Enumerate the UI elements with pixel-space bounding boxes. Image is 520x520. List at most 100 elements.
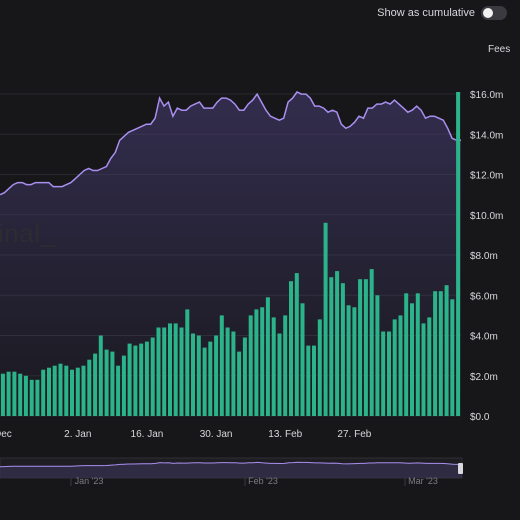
x-tick-label: 30. Jan xyxy=(200,429,233,440)
bar xyxy=(352,307,357,416)
area-fill xyxy=(0,92,461,416)
bar xyxy=(329,277,334,416)
navigator-line xyxy=(0,461,462,468)
bar xyxy=(191,333,195,416)
bar xyxy=(277,333,282,416)
y-tick-label: $8.0m xyxy=(470,251,498,262)
bar xyxy=(444,285,449,416)
bar xyxy=(404,293,409,416)
bar xyxy=(438,291,443,416)
bar xyxy=(81,365,86,416)
navigator-label: Mar '23 xyxy=(408,476,438,486)
y-tick-label: $12.0m xyxy=(470,171,503,182)
cumulative-toggle-label: Show as cumulative xyxy=(377,7,475,19)
bar xyxy=(75,367,80,416)
navigator-handle[interactable] xyxy=(458,463,463,474)
bar xyxy=(283,315,288,416)
bar xyxy=(116,365,121,416)
bar xyxy=(196,335,201,416)
x-tick-label: Dec xyxy=(0,429,12,440)
bar xyxy=(260,307,265,416)
bar xyxy=(23,375,28,416)
y-tick-label: $6.0m xyxy=(470,291,498,302)
toggle-knob xyxy=(483,8,493,18)
bar xyxy=(58,363,63,416)
navigator-label: Jan '23 xyxy=(75,476,104,486)
bar xyxy=(104,349,109,416)
y-tick-label: $4.0m xyxy=(470,332,498,343)
bar xyxy=(156,327,161,416)
bar xyxy=(64,365,69,416)
y-tick-label: $16.0m xyxy=(470,90,503,101)
bar xyxy=(254,309,259,416)
bar xyxy=(35,379,40,416)
bar xyxy=(300,303,305,416)
bar xyxy=(29,379,34,416)
x-tick-label: 16. Jan xyxy=(131,429,164,440)
series-line xyxy=(0,91,461,196)
bar xyxy=(346,305,351,416)
bar xyxy=(52,365,57,416)
y-tick-label: $10.0m xyxy=(470,211,503,222)
bar xyxy=(421,323,426,416)
bar xyxy=(427,317,432,416)
bar xyxy=(410,303,414,416)
bar xyxy=(18,373,23,416)
navigator-area xyxy=(0,462,462,478)
bar xyxy=(358,279,363,416)
cumulative-toggle-switch[interactable] xyxy=(481,6,507,20)
bar xyxy=(168,323,172,416)
bar xyxy=(127,343,132,416)
cumulative-toggle-row[interactable]: Show as cumulative xyxy=(377,6,507,20)
bar xyxy=(179,327,184,416)
bar xyxy=(12,371,17,416)
bar xyxy=(456,92,461,416)
bar xyxy=(415,293,420,416)
bar xyxy=(433,291,438,416)
bar xyxy=(369,269,374,416)
bar xyxy=(265,297,270,416)
bar xyxy=(202,347,207,416)
bar xyxy=(242,337,247,416)
bar xyxy=(312,345,316,416)
bar xyxy=(214,335,219,416)
bar xyxy=(289,281,293,416)
bar xyxy=(231,331,236,416)
y-tick-label: $0.0 xyxy=(470,412,490,423)
bar xyxy=(98,335,103,416)
bar xyxy=(185,309,190,416)
bar xyxy=(110,351,115,416)
y-tick-label: $14.0m xyxy=(470,130,503,141)
bar xyxy=(93,353,98,416)
bar xyxy=(208,341,213,416)
bar xyxy=(381,331,386,416)
bar xyxy=(173,323,178,416)
bar xyxy=(0,373,5,416)
bar xyxy=(392,319,397,416)
navigator-label: Feb '23 xyxy=(248,476,278,486)
bar xyxy=(225,327,230,416)
bar xyxy=(150,337,155,416)
y-axis-title: Fees xyxy=(488,44,510,55)
bar xyxy=(47,367,51,416)
y-tick-label: $2.0m xyxy=(470,372,498,383)
x-tick-label: 27. Feb xyxy=(337,429,371,440)
bar xyxy=(139,343,144,416)
bar xyxy=(340,283,345,416)
bar xyxy=(335,271,340,416)
bar xyxy=(87,359,92,416)
bar xyxy=(70,369,74,416)
x-tick-label: 2. Jan xyxy=(64,429,91,440)
bar xyxy=(387,331,391,416)
bar xyxy=(6,371,11,416)
x-tick-label: 13. Feb xyxy=(268,429,302,440)
bar xyxy=(144,341,149,416)
bar xyxy=(450,299,455,416)
bar xyxy=(248,315,253,416)
bar xyxy=(294,273,299,416)
bar xyxy=(306,345,311,416)
bar xyxy=(41,369,46,416)
bar xyxy=(237,351,242,416)
bar xyxy=(375,295,380,416)
